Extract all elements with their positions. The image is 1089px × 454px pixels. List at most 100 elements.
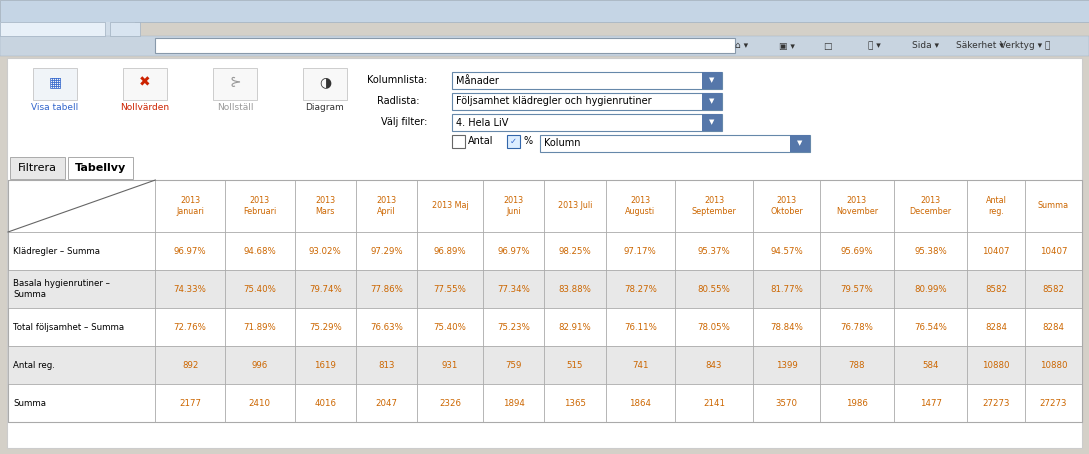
Text: 4016: 4016 [315,399,337,408]
Text: 75.29%: 75.29% [309,322,342,331]
Text: ◑: ◑ [319,75,331,89]
Text: 2326: 2326 [439,399,461,408]
Text: 10407: 10407 [982,247,1010,256]
Text: 4. Hela LiV: 4. Hela LiV [456,118,509,128]
Text: Välj filter:: Välj filter: [381,117,427,127]
Text: 3570: 3570 [775,399,797,408]
Text: Antal
reg.: Antal reg. [986,196,1006,216]
Text: 77.86%: 77.86% [370,285,403,293]
Text: ⎙ ▾: ⎙ ▾ [868,41,881,50]
Text: 94.57%: 94.57% [770,247,803,256]
Text: Basala hygienrutiner –
Summa: Basala hygienrutiner – Summa [13,279,110,299]
Text: 79.57%: 79.57% [841,285,873,293]
Text: ⓘ: ⓘ [1044,41,1050,50]
Bar [8,180,1082,422]
Text: 1477: 1477 [919,399,942,408]
Text: ✓: ✓ [510,137,516,146]
Bar [8,346,1082,384]
Bar [452,114,722,131]
Text: 96.97%: 96.97% [174,247,207,256]
Text: 80.99%: 80.99% [915,285,946,293]
Text: 515: 515 [566,360,583,370]
Text: 2177: 2177 [179,399,201,408]
Text: 75.23%: 75.23% [497,322,530,331]
Text: 10880: 10880 [1040,360,1067,370]
Text: Klädregler – Summa: Klädregler – Summa [13,247,100,256]
Text: 759: 759 [505,360,522,370]
Text: 27273: 27273 [1040,399,1067,408]
Text: 81.77%: 81.77% [770,285,803,293]
Text: 27273: 27273 [982,399,1010,408]
Text: 78.84%: 78.84% [770,322,803,331]
Text: 71.89%: 71.89% [243,322,277,331]
Text: Nollställ: Nollställ [217,103,254,112]
Text: Tabellvy: Tabellvy [75,163,126,173]
Text: 95.38%: 95.38% [914,247,947,256]
Text: 2013
Februari: 2013 Februari [243,196,277,216]
Text: 892: 892 [182,360,198,370]
Bar [702,72,722,89]
Text: ▼: ▼ [709,99,714,104]
Text: Antal: Antal [468,137,493,147]
Text: ▣ ▾: ▣ ▾ [780,41,795,50]
Bar [123,68,167,100]
Text: 1399: 1399 [775,360,797,370]
Text: Säkerhet ▾: Säkerhet ▾ [956,41,1004,50]
Text: 1986: 1986 [846,399,868,408]
Text: ▦: ▦ [48,75,62,89]
Text: ▼: ▼ [709,119,714,125]
Text: ⊱: ⊱ [229,75,241,89]
Text: 1619: 1619 [315,360,337,370]
Text: 2013
April: 2013 April [377,196,396,216]
Text: Sida ▾: Sida ▾ [911,41,939,50]
Text: 8582: 8582 [986,285,1007,293]
Text: 843: 843 [706,360,722,370]
Text: 10880: 10880 [982,360,1010,370]
Bar [110,22,140,36]
Text: 2013
November: 2013 November [836,196,878,216]
Text: 82.91%: 82.91% [559,322,591,331]
Text: 95.37%: 95.37% [698,247,731,256]
Bar [540,135,810,152]
Text: 95.69%: 95.69% [841,247,873,256]
Bar [0,22,135,36]
Text: Summa: Summa [13,399,46,408]
Text: Visa tabell: Visa tabell [32,103,78,112]
Text: 2013
Augusti: 2013 Augusti [625,196,656,216]
Text: 2013
Januari: 2013 Januari [176,196,204,216]
Text: Nollvärden: Nollvärden [121,103,170,112]
Text: Filtrera: Filtrera [19,163,57,173]
Bar [8,270,1082,308]
Bar [33,68,77,100]
Text: 1864: 1864 [629,399,651,408]
Text: ▼: ▼ [709,78,714,84]
Text: 80.55%: 80.55% [698,285,731,293]
Bar [155,38,735,53]
Text: 77.34%: 77.34% [497,285,530,293]
Text: Diagram: Diagram [306,103,344,112]
Text: 97.17%: 97.17% [624,247,657,256]
Text: 2013 Maj: 2013 Maj [431,202,468,211]
Bar [0,22,105,36]
Text: 94.68%: 94.68% [243,247,277,256]
Bar [452,135,465,148]
Text: 2013 Juli: 2013 Juli [558,202,592,211]
Bar [702,93,722,110]
Bar [10,157,65,179]
Text: 2410: 2410 [248,399,271,408]
Text: 8284: 8284 [1042,322,1064,331]
Text: 2013
Oktober: 2013 Oktober [770,196,803,216]
Text: 813: 813 [378,360,395,370]
Text: 75.40%: 75.40% [433,322,466,331]
Text: %: % [524,137,534,147]
Text: 2047: 2047 [376,399,397,408]
Text: ⌂ ▾: ⌂ ▾ [735,41,748,50]
Bar [303,68,347,100]
Text: Verktyg ▾: Verktyg ▾ [1001,41,1042,50]
Text: 76.54%: 76.54% [914,322,947,331]
Text: 72.76%: 72.76% [174,322,207,331]
Text: 78.27%: 78.27% [624,285,657,293]
Text: 98.25%: 98.25% [559,247,591,256]
Text: ▼: ▼ [797,140,803,147]
Text: 8582: 8582 [1042,285,1064,293]
